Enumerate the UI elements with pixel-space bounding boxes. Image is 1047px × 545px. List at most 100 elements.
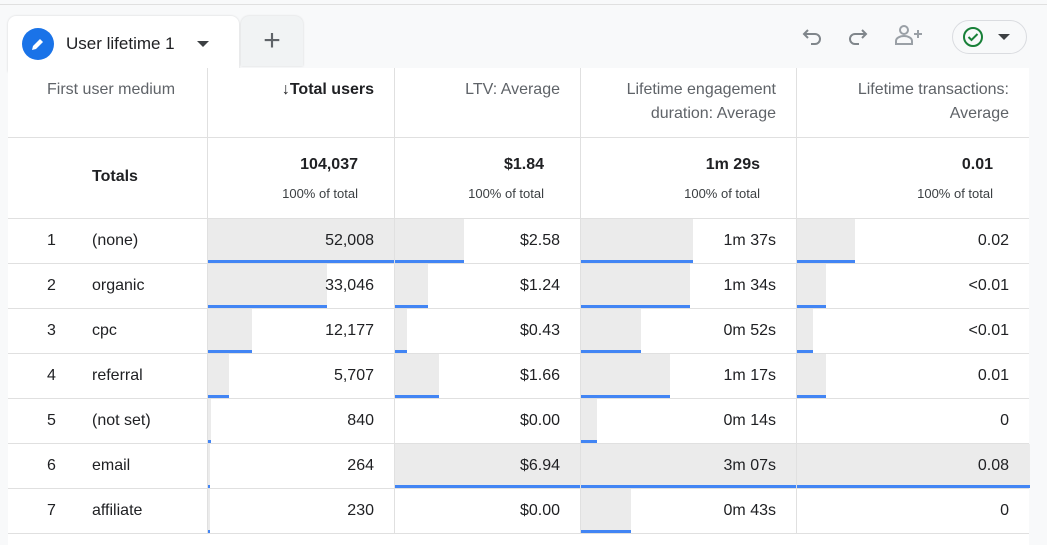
metric-cell: 0.08 (796, 444, 1030, 488)
metric-cell: <0.01 (796, 264, 1029, 308)
chevron-down-icon (998, 34, 1010, 40)
top-divider (0, 4, 1047, 5)
header-ltv[interactable]: LTV: Average (394, 68, 580, 137)
totals-label-cell: Totals (8, 138, 207, 218)
header-engagement[interactable]: Lifetime engagement duration: Average (580, 68, 796, 137)
metric-cell: 0m 43s (580, 489, 796, 533)
metric-cell: 0.01 (796, 354, 1029, 398)
metric-cell: 0 (796, 399, 1029, 443)
metric-cell: $0.00 (394, 489, 580, 533)
tab-user-lifetime[interactable]: User lifetime 1 (8, 16, 239, 72)
row-medium: email (92, 457, 131, 474)
table-row[interactable]: 2 organic 33,046 $1.24 1m 34s <0.01 (8, 264, 1029, 309)
metric-value: 12,177 (325, 322, 374, 339)
row-index: 4 (47, 367, 56, 384)
row-medium: referral (92, 367, 143, 384)
totals-cell: 0.01 100% of total (796, 138, 1029, 218)
header-first-user-medium[interactable]: First user medium (47, 81, 176, 98)
metric-cell: 33,046 (207, 264, 394, 308)
metric-value: 1m 34s (723, 277, 776, 294)
data-bar (797, 219, 856, 263)
metric-cell: 264 (207, 444, 394, 488)
metric-cell: 12,177 (207, 309, 394, 353)
totals-percent: 100% of total (684, 186, 760, 201)
row-index: 1 (47, 232, 56, 249)
metric-value: $1.24 (519, 277, 560, 294)
tab-label: User lifetime 1 (66, 34, 175, 53)
table-row[interactable]: 5 (not set) 840 $0.00 0m 14s 0 (8, 399, 1029, 444)
metric-cell: $6.94 (394, 444, 581, 488)
metric-value: 0.01 (977, 367, 1009, 384)
totals-cell: $1.84 100% of total (394, 138, 580, 218)
totals-value: 0.01 (961, 156, 993, 173)
metric-value: 33,046 (325, 277, 374, 294)
row-medium: (none) (92, 232, 139, 249)
metric-cell: <0.01 (796, 309, 1029, 353)
redo-icon[interactable] (846, 24, 868, 46)
metric-cell: $0.00 (394, 399, 580, 443)
data-bar (581, 399, 598, 443)
data-bar (581, 309, 642, 353)
metric-cell: $0.43 (394, 309, 580, 353)
data-bar (208, 309, 252, 353)
data-bar (581, 489, 631, 533)
chevron-down-icon[interactable] (196, 41, 209, 47)
pencil-icon[interactable] (22, 28, 54, 60)
metric-value: 230 (347, 502, 374, 519)
row-index: 3 (47, 322, 56, 339)
data-bar (581, 444, 797, 488)
data-bar (797, 264, 827, 308)
metric-value: 1m 37s (723, 232, 776, 249)
data-bar (581, 264, 690, 308)
status-dropdown[interactable] (952, 20, 1027, 54)
metric-value: 52,008 (325, 232, 374, 249)
totals-value: 1m 29s (705, 156, 760, 173)
table-row[interactable]: 3 cpc 12,177 $0.43 0m 52s <0.01 (8, 309, 1029, 354)
totals-cell: 104,037 100% of total (207, 138, 394, 218)
data-bar (395, 219, 465, 263)
metric-cell: 1m 34s (580, 264, 796, 308)
data-bar (581, 354, 670, 398)
metric-cell: 1m 17s (580, 354, 796, 398)
table-row[interactable]: 1 (none) 52,008 $2.58 1m 37s 0.02 (8, 219, 1029, 264)
metric-value: 5,707 (333, 367, 374, 384)
table-row[interactable]: 4 referral 5,707 $1.66 1m 17s 0.01 (8, 354, 1029, 399)
metric-cell: 52,008 (207, 219, 395, 263)
add-tab-button[interactable]: + (241, 16, 303, 66)
table-row[interactable]: 7 affiliate 230 $0.00 0m 43s 0 (8, 489, 1029, 534)
metric-value: 0m 52s (723, 322, 776, 339)
metric-cell: $2.58 (394, 219, 580, 263)
data-bar (581, 219, 694, 263)
header-transactions[interactable]: Lifetime transactions: Average (796, 68, 1029, 137)
undo-icon[interactable] (802, 24, 824, 46)
data-bar (395, 444, 581, 488)
metric-cell: $1.66 (394, 354, 580, 398)
metric-value: 3m 07s (723, 457, 776, 474)
data-bar (797, 309, 814, 353)
row-index: 6 (47, 457, 56, 474)
row-medium: (not set) (92, 412, 151, 429)
metric-value: $0.43 (519, 322, 560, 339)
totals-value: 104,037 (300, 156, 358, 173)
metric-value: $1.66 (519, 367, 560, 384)
metric-cell: 3m 07s (580, 444, 797, 488)
totals-value: $1.84 (503, 156, 544, 173)
metric-value: $0.00 (519, 502, 560, 519)
row-index: 2 (47, 277, 56, 294)
metric-cell: 0 (796, 489, 1029, 533)
row-index: 5 (47, 412, 56, 429)
row-medium: cpc (92, 322, 117, 339)
row-medium: affiliate (92, 502, 143, 519)
metric-value: 0.02 (977, 232, 1009, 249)
metric-value: <0.01 (968, 277, 1009, 294)
metric-cell: 0.02 (796, 219, 1029, 263)
metric-cell: 230 (207, 489, 394, 533)
share-users-icon[interactable] (894, 24, 924, 46)
check-circle-icon (963, 27, 983, 47)
header-total-users[interactable]: ↓Total users (207, 68, 394, 137)
metric-value: 0.08 (977, 457, 1009, 474)
table-row[interactable]: 6 email 264 $6.94 3m 07s 0.08 (8, 444, 1030, 489)
metric-value: 264 (347, 457, 374, 474)
row-medium: organic (92, 277, 145, 294)
metric-cell: $1.24 (394, 264, 580, 308)
